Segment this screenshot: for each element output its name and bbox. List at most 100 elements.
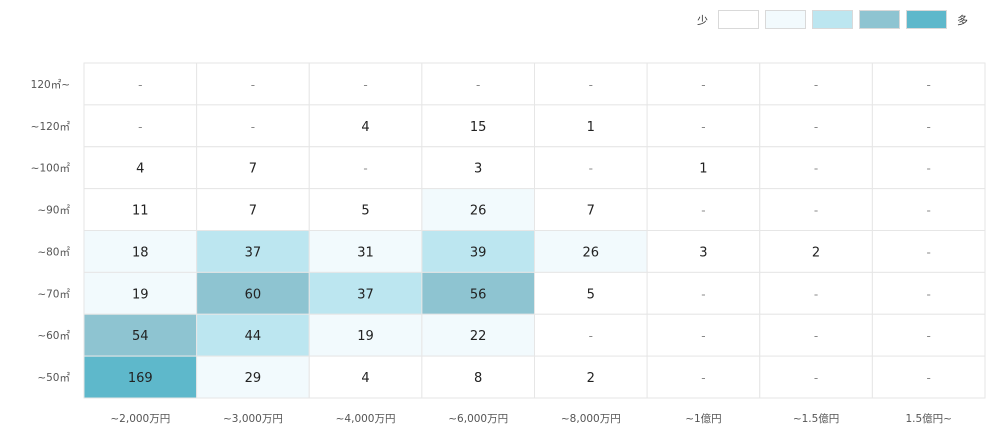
heatmap-cell [196,188,310,231]
heatmap-cell [534,355,648,399]
cell-value-label: 3 [699,245,707,260]
heatmap-cell [83,62,198,106]
cell-value-label: - [251,78,255,92]
cell-value-label: - [589,78,593,92]
y-axis-tick-label: ~100㎡ [31,163,71,175]
cell-value-label: - [927,329,931,343]
heatmap-cell [421,355,535,399]
heatmap-cell [421,188,535,231]
cell-value-label: - [814,204,818,218]
cell-value-label: 4 [361,371,369,386]
y-axis-tick-label: ~60㎡ [37,330,70,342]
y-axis-tick-label: ~90㎡ [37,205,70,217]
cell-value-label: 26 [470,204,487,219]
legend-swatch-level-2 [812,10,853,29]
heatmap-cell [308,62,423,106]
heatmap-cell [83,271,198,315]
heatmap-cell [534,271,648,315]
cell-value-label: - [927,162,931,176]
heatmap-cell [196,104,310,148]
heatmap-cell [871,313,986,357]
cell-value-label: 11 [132,204,149,219]
y-axis-tick-label: ~120㎡ [31,121,71,133]
legend-swatch-level-4 [906,10,947,29]
heatmap-cell [871,230,986,273]
cell-value-label: 4 [361,120,369,135]
cell-value-label: 7 [249,162,257,177]
heatmap-cell [646,355,761,399]
heatmap-cell [83,355,198,399]
heatmap-cell [759,271,873,315]
cell-value-label: 3 [474,162,482,177]
x-axis-tick-label: ~6,000万円 [448,413,508,425]
cell-value-label: - [927,287,931,301]
x-axis-tick-label: ~8,000万円 [561,413,621,425]
heatmap-cell [534,146,648,190]
cell-value-label: 5 [361,204,369,219]
heatmap-cell [308,271,423,315]
cell-value-label: 7 [249,204,257,219]
heatmap-cell [759,230,873,273]
cell-value-label: - [814,162,818,176]
cell-value-label: 2 [812,245,820,260]
cell-value-label: - [589,329,593,343]
heatmap-cell [871,62,986,106]
cell-value-label: 1 [587,120,595,135]
cell-value-label: 39 [470,245,487,260]
cell-value-label: - [251,120,255,134]
cell-value-label: 22 [470,329,487,344]
heatmap-cell [196,146,310,190]
legend-swatch-level-1 [765,10,806,29]
cell-value-label: 18 [132,245,149,260]
heatmap-cell [759,188,873,231]
cell-value-label: 15 [470,120,487,135]
heatmap-cell [759,104,873,148]
cell-value-label: 7 [587,204,595,219]
heatmap-cell [871,104,986,148]
cell-value-label: 56 [470,287,487,302]
cell-value-label: - [814,287,818,301]
cell-value-label: - [138,120,142,134]
heatmap-cell [534,104,648,148]
cell-value-label: - [701,287,705,301]
cell-value-label: - [927,245,931,259]
x-axis-tick-label: ~4,000万円 [336,413,396,425]
cell-value-label: - [363,162,367,176]
x-axis-tick-label: ~1億円 [685,412,721,425]
legend-max-label: 多 [957,13,968,27]
cell-value-label: 8 [474,371,482,386]
cell-value-label: - [927,204,931,218]
cell-value-label: - [701,371,705,385]
heatmap-cell [196,313,310,357]
cell-value-label: - [701,120,705,134]
heatmap-cell [421,313,535,357]
legend-swatch-level-3 [859,10,900,29]
cell-value-label: 19 [357,329,374,344]
heatmap-cell [196,62,310,106]
cell-value-label: - [701,78,705,92]
cell-value-label: 60 [245,287,262,302]
cell-value-label: 2 [587,371,595,386]
cell-value-label: - [927,78,931,92]
heatmap-cell [534,313,648,357]
heatmap-cell [646,188,761,231]
cell-value-label: - [814,371,818,385]
heatmap-cell [421,104,535,148]
cell-value-label: - [701,204,705,218]
heatmap-cell [534,230,648,273]
cell-value-label: - [814,78,818,92]
y-axis-tick-label: 120㎡~ [31,79,70,91]
y-axis-tick-label: ~50㎡ [37,372,70,384]
heatmap-cell [196,230,310,273]
heatmap-cell [308,104,423,148]
heatmap-cell [308,313,423,357]
cell-value-label: 37 [357,287,374,302]
cell-value-label: 44 [245,329,262,344]
cell-value-label: 19 [132,287,149,302]
cell-value-label: - [814,329,818,343]
heatmap-cell [759,355,873,399]
color-legend: 少 多 [693,10,972,29]
cell-value-label: 31 [357,245,374,260]
heatmap-cell [646,104,761,148]
cell-value-label: - [589,162,593,176]
